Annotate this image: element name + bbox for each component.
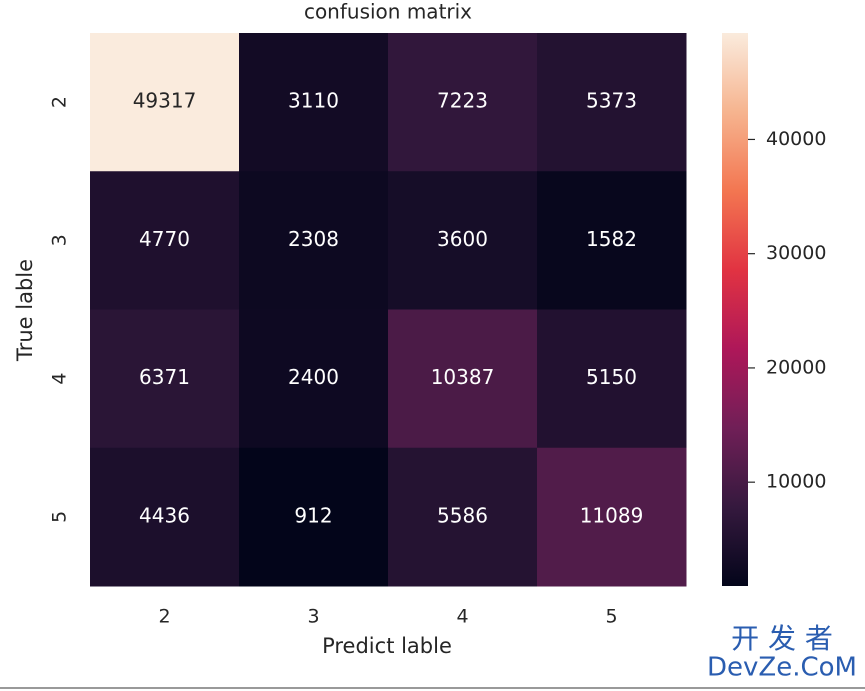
y-tick-label: 4 (49, 373, 71, 385)
cell-label: 5586 (437, 503, 488, 527)
heatmap-cell (90, 171, 240, 310)
x-tick-label: 2 (158, 606, 170, 628)
cell-label: 5150 (586, 365, 637, 389)
cell-label: 11089 (580, 503, 644, 527)
cell-label: 4770 (139, 227, 190, 251)
cell-label: 6371 (139, 365, 190, 389)
y-tick-label: 2 (49, 96, 71, 108)
heatmap-cell (239, 309, 389, 449)
x-tick-label: 3 (307, 606, 319, 628)
cell-label: 49317 (133, 89, 197, 113)
x-tick-label: 5 (605, 606, 617, 628)
heatmap-cell (537, 33, 687, 172)
colorbar (722, 33, 748, 586)
heatmap-cell (90, 309, 240, 449)
cell-label: 7223 (437, 89, 488, 113)
heatmap-cell (388, 33, 538, 172)
cell-label: 1582 (586, 227, 637, 251)
heatmap-cell (239, 171, 389, 310)
cell-label: 912 (294, 503, 332, 527)
x-axis-label: Predict lable (322, 634, 452, 658)
heatmap-cell (388, 447, 538, 587)
cell-label: 3600 (437, 227, 488, 251)
chart-title: confusion matrix (304, 0, 472, 24)
cell-label: 2308 (288, 227, 339, 251)
colorbar-tick-label: 40000 (766, 128, 826, 150)
y-axis-label: True lable (13, 259, 37, 362)
cell-label: 5373 (586, 89, 637, 113)
x-tick-label: 4 (456, 606, 468, 628)
cell-label: 10387 (431, 365, 495, 389)
heatmap-cell (537, 171, 687, 310)
y-tick-label: 5 (49, 511, 71, 523)
cell-label: 4436 (139, 503, 190, 527)
colorbar-tick-label: 30000 (766, 242, 826, 264)
colorbar-tick-label: 10000 (766, 471, 826, 493)
watermark: DevZe.CoM (707, 653, 857, 683)
heatmap-cell (90, 33, 240, 172)
cell-label: 3110 (288, 89, 339, 113)
heatmap-cell (388, 171, 538, 310)
heatmap-cell (537, 447, 687, 587)
y-tick-label: 3 (49, 234, 71, 246)
colorbar-tick-label: 20000 (766, 356, 826, 378)
heatmap-cell (90, 447, 240, 587)
heatmap-cell (239, 447, 389, 587)
cell-label: 2400 (288, 365, 339, 389)
watermark: 开 发 者 (731, 622, 833, 655)
heatmap-cell (537, 309, 687, 449)
heatmap-cell (239, 33, 389, 172)
heatmap-cell (388, 309, 538, 449)
